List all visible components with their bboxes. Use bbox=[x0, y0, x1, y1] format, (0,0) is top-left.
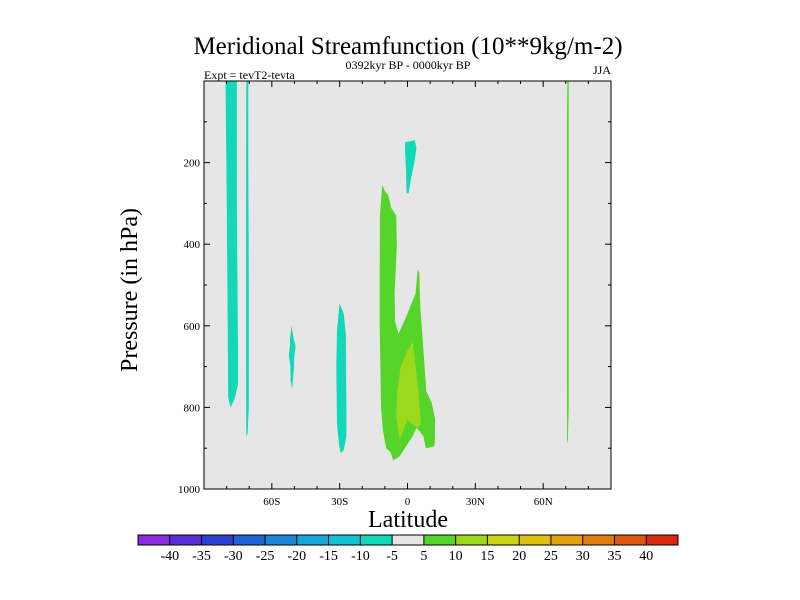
neg-region-equator-upper bbox=[405, 140, 417, 194]
colorbar-swatch-11 bbox=[487, 535, 520, 545]
colorbar-swatch-0 bbox=[138, 535, 171, 545]
neg-region-50s-blob bbox=[288, 325, 296, 389]
y-tick-label-3: 800 bbox=[184, 402, 201, 414]
colorbar-label-8: 5 bbox=[420, 549, 427, 564]
x-tick-label-4: 60N bbox=[534, 496, 553, 508]
neg-region-70s-strip bbox=[246, 81, 249, 436]
colorbar-label-10: 15 bbox=[480, 549, 494, 564]
x-tick-label-2: 0 bbox=[405, 496, 411, 508]
colorbar: -40 -35 -30 -25 -20 -15 -10 -5 5 10 15 20 25 30 35 40 bbox=[137, 534, 679, 564]
colorbar-label-14: 35 bbox=[608, 549, 622, 564]
colorbar-label-5: -15 bbox=[319, 549, 338, 564]
y-tick-label-2: 600 bbox=[184, 321, 201, 333]
colorbar-swatch-12 bbox=[519, 535, 552, 545]
x-axis-label: Latitude bbox=[368, 507, 448, 533]
colorbar-swatch-6 bbox=[328, 535, 361, 545]
colorbar-swatch-14 bbox=[582, 535, 615, 545]
x-tick-label-3: 30N bbox=[466, 496, 485, 508]
season-label: JJA bbox=[593, 63, 611, 77]
y-tick-label-0: 200 bbox=[184, 158, 201, 170]
x-axis-ticks: 60S 30S 0 30N 60N bbox=[226, 81, 589, 508]
neg-region-south-pole-column bbox=[225, 81, 238, 408]
colorbar-swatch-13 bbox=[550, 535, 583, 545]
colorbar-label-2: -30 bbox=[224, 549, 243, 564]
x-tick-label-0: 60S bbox=[263, 496, 280, 508]
colorbar-frame bbox=[137, 534, 679, 546]
colorbar-swatch-1 bbox=[169, 535, 202, 545]
x-tick-label-1: 30S bbox=[331, 496, 348, 508]
experiment-label: Expt = tevT2-tevta bbox=[204, 68, 295, 82]
colorbar-swatch-3 bbox=[233, 535, 266, 545]
colorbar-swatch-5 bbox=[296, 535, 329, 545]
pos-region-equatorial-cell bbox=[379, 185, 436, 461]
colorbar-swatch-4 bbox=[265, 535, 298, 545]
colorbar-swatch-2 bbox=[201, 535, 234, 545]
colorbar-swatch-16 bbox=[646, 535, 679, 545]
colorbar-swatch-9 bbox=[423, 535, 456, 545]
neg-region-30s-column bbox=[336, 303, 347, 454]
colorbar-label-6: -10 bbox=[351, 549, 370, 564]
colorbar-label-7: -5 bbox=[386, 549, 398, 564]
contour-regions bbox=[225, 81, 569, 461]
colorbar-label-11: 20 bbox=[512, 549, 526, 564]
colorbar-label-13: 30 bbox=[576, 549, 590, 564]
time-range-label: 0392kyr BP - 0000kyr BP bbox=[346, 58, 471, 72]
y-axis-ticks: 200 400 600 800 1000 bbox=[178, 121, 611, 496]
pos-region-60n-strip bbox=[566, 81, 569, 445]
colorbar-label-4: -20 bbox=[287, 549, 306, 564]
y-tick-label-1: 400 bbox=[184, 239, 201, 251]
colorbar-swatch-8 bbox=[392, 535, 425, 545]
colorbar-label-1: -35 bbox=[192, 549, 211, 564]
colorbar-label-9: 10 bbox=[449, 549, 463, 564]
colorbar-label-15: 40 bbox=[639, 549, 653, 564]
colorbar-label-12: 25 bbox=[544, 549, 558, 564]
colorbar-swatch-10 bbox=[455, 535, 488, 545]
colorbar-label-0: -40 bbox=[160, 549, 179, 564]
chart-title: Meridional Streamfunction (10**9kg/m-2) bbox=[193, 33, 622, 60]
y-tick-label-4: 1000 bbox=[178, 484, 201, 496]
y-axis-label: Pressure (in hPa) bbox=[117, 208, 143, 372]
colorbar-swatch-15 bbox=[614, 535, 647, 545]
colorbar-label-3: -25 bbox=[256, 549, 275, 564]
pos-region-equatorial-core bbox=[396, 342, 421, 440]
colorbar-swatch-7 bbox=[360, 535, 393, 545]
